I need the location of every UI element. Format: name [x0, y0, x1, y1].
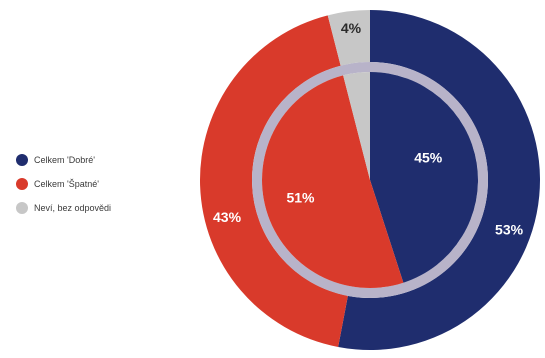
inner-label-bad: 51% — [286, 189, 315, 205]
outer-label-good: 53% — [495, 221, 524, 237]
chart-legend: Celkem 'Dobré' Celkem 'Špatné' Neví, bez… — [16, 148, 176, 220]
inner-slice-unknown — [343, 72, 370, 180]
outer-label-unknown: 4% — [341, 20, 362, 36]
legend-swatch-good — [16, 154, 28, 166]
legend-item-bad: Celkem 'Špatné' — [16, 172, 176, 196]
outer-slice-bad — [199, 15, 348, 347]
separator-ring — [252, 62, 488, 298]
outer-slice-unknown — [327, 10, 370, 66]
inner-slice-good — [370, 72, 478, 283]
legend-label-bad: Celkem 'Špatné' — [34, 179, 99, 189]
outer-label-bad: 43% — [213, 209, 242, 225]
legend-item-good: Celkem 'Dobré' — [16, 148, 176, 172]
inner-label-good: 45% — [414, 149, 443, 165]
legend-label-good: Celkem 'Dobré' — [34, 155, 95, 165]
inner-slice-bad — [262, 75, 404, 288]
legend-swatch-unknown — [16, 202, 28, 214]
outer-slice-good — [338, 10, 541, 351]
legend-item-unknown: Neví, bez odpovědi — [16, 196, 176, 220]
legend-swatch-bad — [16, 178, 28, 190]
legend-label-unknown: Neví, bez odpovědi — [34, 203, 112, 213]
